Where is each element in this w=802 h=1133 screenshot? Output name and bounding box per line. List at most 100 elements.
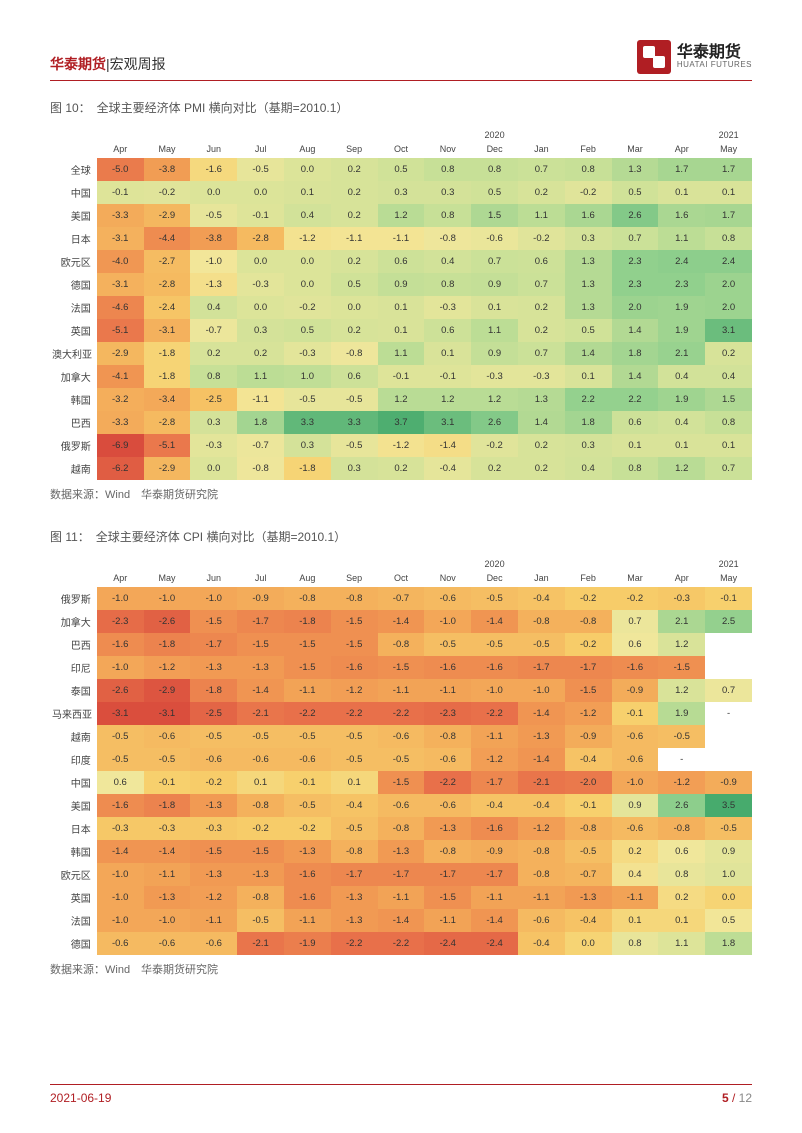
heatmap-cell: 0.0 bbox=[705, 886, 752, 909]
month-header: Oct bbox=[378, 569, 425, 587]
heatmap-cell: -3.1 bbox=[97, 273, 144, 296]
heatmap-cell: -1.5 bbox=[658, 656, 705, 679]
heatmap-cell: 0.3 bbox=[565, 227, 612, 250]
heatmap-cell: 0.7 bbox=[705, 457, 752, 480]
heatmap-cell: -0.3 bbox=[237, 273, 284, 296]
row-label: 印度 bbox=[50, 748, 97, 771]
row-label: 中国 bbox=[50, 181, 97, 204]
heatmap-cell: -0.4 bbox=[518, 794, 565, 817]
heatmap-cell: -1.1 bbox=[378, 679, 425, 702]
footer-page-number: 5 / 12 bbox=[722, 1091, 752, 1105]
heatmap-cell: 0.9 bbox=[612, 794, 659, 817]
heatmap-cell: -1.8 bbox=[144, 342, 191, 365]
heatmap-cell: 1.2 bbox=[658, 457, 705, 480]
heatmap-cell: -1.2 bbox=[658, 771, 705, 794]
heatmap-cell: -5.1 bbox=[144, 434, 191, 457]
heatmap-cell: -0.2 bbox=[471, 434, 518, 457]
heatmap-cell: -0.4 bbox=[565, 909, 612, 932]
heatmap-cell: 0.2 bbox=[518, 296, 565, 319]
heatmap-cell: -0.2 bbox=[518, 227, 565, 250]
heatmap-cell: -3.8 bbox=[190, 227, 237, 250]
year-group-2021: 2021 bbox=[705, 126, 752, 140]
heatmap-cell bbox=[705, 748, 752, 771]
row-label: 巴西 bbox=[50, 411, 97, 434]
heatmap-cell: -0.5 bbox=[284, 388, 331, 411]
heatmap-cell: 0.3 bbox=[565, 434, 612, 457]
heatmap-cell: -4.4 bbox=[144, 227, 191, 250]
heatmap-cell: 0.3 bbox=[424, 181, 471, 204]
heatmap-cell: 1.3 bbox=[565, 250, 612, 273]
heatmap-cell: 1.2 bbox=[424, 388, 471, 411]
heatmap-cell: -1.6 bbox=[97, 794, 144, 817]
heatmap-cell: -1.1 bbox=[518, 886, 565, 909]
heatmap-cell: 3.1 bbox=[705, 319, 752, 342]
heatmap-cell: -0.8 bbox=[424, 227, 471, 250]
row-label: 韩国 bbox=[50, 840, 97, 863]
heatmap-cell: 0.3 bbox=[284, 434, 331, 457]
month-header: Jun bbox=[190, 140, 237, 158]
heatmap-cell: -0.5 bbox=[144, 748, 191, 771]
heatmap-cell: -0.1 bbox=[565, 794, 612, 817]
heatmap-cell: 0.2 bbox=[658, 886, 705, 909]
heatmap-cell: -0.2 bbox=[284, 296, 331, 319]
heatmap-cell bbox=[705, 725, 752, 748]
heatmap-cell: 0.5 bbox=[612, 181, 659, 204]
heatmap-cell: -0.8 bbox=[378, 633, 425, 656]
heatmap-cell: -1.4 bbox=[378, 909, 425, 932]
heatmap-cell: -0.8 bbox=[565, 610, 612, 633]
heatmap-cell: -1.3 bbox=[331, 909, 378, 932]
heatmap-cell: -1.6 bbox=[284, 886, 331, 909]
heatmap-cell: 0.0 bbox=[284, 158, 331, 181]
heatmap-cell: 0.2 bbox=[378, 457, 425, 480]
heatmap-cell: 2.0 bbox=[705, 273, 752, 296]
heatmap-cell: -1.5 bbox=[237, 633, 284, 656]
heatmap-cell: 0.1 bbox=[378, 319, 425, 342]
heatmap-cell: 0.8 bbox=[658, 863, 705, 886]
logo-text-en: HUATAI FUTURES bbox=[677, 61, 752, 70]
heatmap-cell: -1.4 bbox=[237, 679, 284, 702]
heatmap-cell: 0.4 bbox=[190, 296, 237, 319]
heatmap-cell: 2.5 bbox=[705, 610, 752, 633]
heatmap-cell: -1.2 bbox=[378, 434, 425, 457]
month-header: Aug bbox=[284, 569, 331, 587]
heatmap-cell: 1.9 bbox=[658, 319, 705, 342]
heatmap-cell: 2.3 bbox=[658, 273, 705, 296]
heatmap-cell: 0.1 bbox=[331, 771, 378, 794]
month-header: Apr bbox=[658, 569, 705, 587]
heatmap-cell: -0.4 bbox=[424, 457, 471, 480]
heatmap-cell: 0.2 bbox=[237, 342, 284, 365]
heatmap-cell: 1.1 bbox=[658, 227, 705, 250]
heatmap-cell: -1.6 bbox=[97, 633, 144, 656]
heatmap-cell: -0.9 bbox=[237, 587, 284, 610]
heatmap-cell: -2.2 bbox=[378, 932, 425, 955]
heatmap-cell: 0.0 bbox=[190, 457, 237, 480]
heatmap-cell: -0.6 bbox=[144, 932, 191, 955]
header-title: 华泰期货|宏观周报 bbox=[50, 54, 166, 74]
heatmap-cell: -2.2 bbox=[424, 771, 471, 794]
heatmap-cell: 0.1 bbox=[658, 181, 705, 204]
heatmap-cell: 0.5 bbox=[565, 319, 612, 342]
row-label: 加拿大 bbox=[50, 365, 97, 388]
heatmap-cell: -1.5 bbox=[565, 679, 612, 702]
heatmap-cell: -1.3 bbox=[565, 886, 612, 909]
heatmap-cell: -3.1 bbox=[97, 702, 144, 725]
heatmap-cell: -1.1 bbox=[378, 227, 425, 250]
heatmap-cell: -0.1 bbox=[612, 702, 659, 725]
heatmap-cell: -0.8 bbox=[237, 886, 284, 909]
heatmap-cell: -0.3 bbox=[284, 342, 331, 365]
heatmap-cell: 1.3 bbox=[518, 388, 565, 411]
heatmap-cell: 1.7 bbox=[658, 158, 705, 181]
heatmap-cell: 0.8 bbox=[424, 273, 471, 296]
heatmap-cell: 0.4 bbox=[565, 457, 612, 480]
row-label: 法国 bbox=[50, 909, 97, 932]
heatmap-cell: -2.7 bbox=[144, 250, 191, 273]
month-header: Dec bbox=[471, 569, 518, 587]
heatmap-cell: -0.2 bbox=[565, 633, 612, 656]
heatmap-cell: 1.9 bbox=[658, 296, 705, 319]
heatmap-cell: -2.5 bbox=[190, 702, 237, 725]
heatmap-cell: -1.3 bbox=[424, 817, 471, 840]
heatmap-cell: -0.6 bbox=[378, 794, 425, 817]
heatmap-cell: -1.0 bbox=[97, 656, 144, 679]
heatmap-cell: -0.8 bbox=[518, 610, 565, 633]
heatmap-cell: -0.5 bbox=[190, 725, 237, 748]
